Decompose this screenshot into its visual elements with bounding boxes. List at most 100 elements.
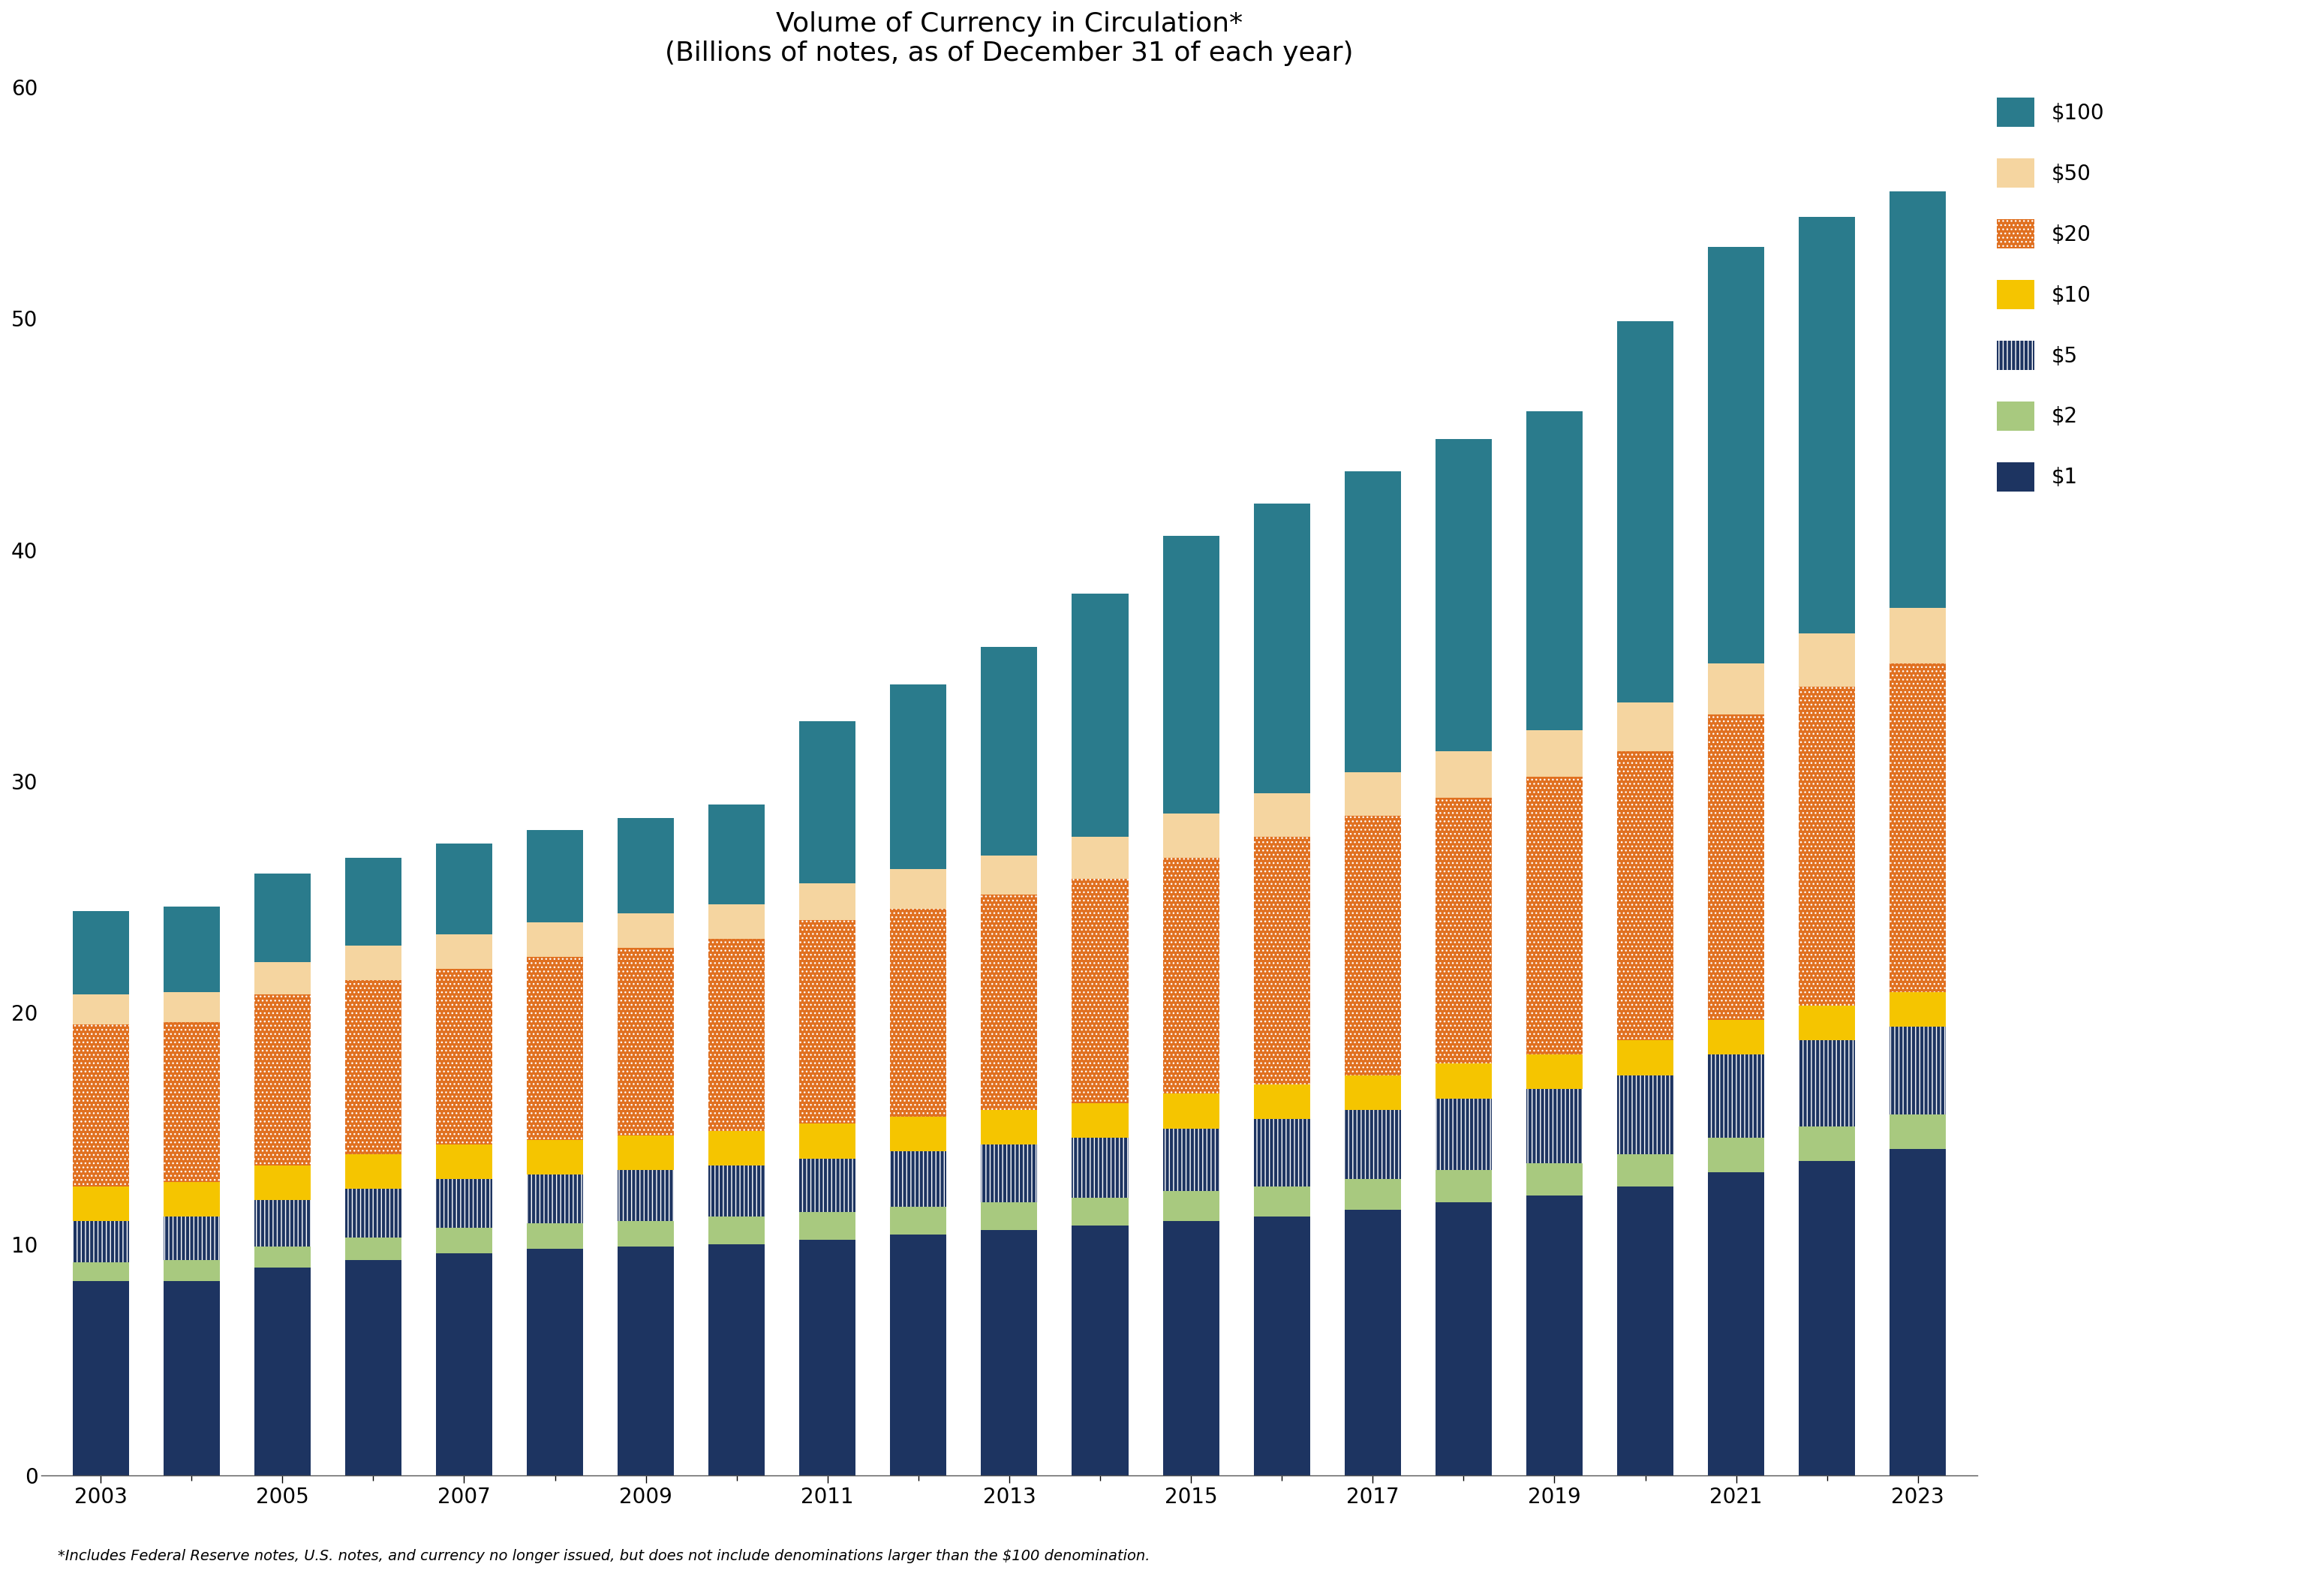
Bar [163,906,221,992]
Bar [1799,1161,1855,1476]
Bar [528,1223,583,1248]
Bar [1889,992,1945,1027]
Bar [1162,1093,1220,1128]
Bar [1346,1209,1401,1476]
Bar [890,1152,946,1207]
Bar [1708,1054,1764,1137]
Bar [618,948,674,1136]
Bar [437,1179,493,1228]
Bar [1799,217,1855,633]
Bar [253,1166,311,1201]
Bar [528,831,583,922]
Bar [1436,1098,1492,1171]
Bar [1071,878,1127,1103]
Bar [1162,857,1220,1093]
Bar [1071,1137,1127,1198]
Bar [1071,878,1127,1103]
Bar [981,1145,1037,1202]
Bar [709,1131,765,1166]
Bar [1162,813,1220,857]
Bar [253,1201,311,1247]
Bar [709,938,765,1131]
Bar [163,992,221,1022]
Bar [1253,1118,1311,1186]
Bar [163,1281,221,1476]
Bar [163,1022,221,1182]
Bar [618,1221,674,1247]
Bar [1071,593,1127,837]
Bar [1708,713,1764,1020]
Bar [528,1175,583,1223]
Bar [1708,663,1764,713]
Bar [253,962,311,993]
Bar [1253,1118,1311,1186]
Bar [1527,1054,1583,1088]
Bar [1436,797,1492,1063]
Bar [1799,1041,1855,1126]
Bar [799,721,855,883]
Bar [1527,777,1583,1054]
Bar [1708,1172,1764,1476]
Bar [981,895,1037,1111]
Bar [253,1247,311,1267]
Bar [344,1261,402,1476]
Bar [799,1212,855,1239]
Bar [1436,1098,1492,1171]
Bar [1527,1163,1583,1196]
Bar [1618,702,1673,751]
Bar [528,1248,583,1476]
Bar [163,1217,221,1261]
Bar [981,1145,1037,1202]
Bar [163,1217,221,1261]
Bar [1618,751,1673,1041]
Bar [1253,793,1311,837]
Bar [253,873,311,962]
Bar [1799,687,1855,1006]
Bar [1527,777,1583,1054]
Bar [437,968,493,1145]
Bar [1436,1171,1492,1202]
Bar [799,921,855,1123]
Bar [72,911,128,993]
Bar [1253,1186,1311,1217]
Bar [528,1175,583,1223]
Bar [1436,1202,1492,1476]
Bar [1253,837,1311,1084]
Bar [709,938,765,1131]
Bar [437,1253,493,1476]
Bar [1618,321,1673,702]
Bar [1799,1126,1855,1161]
Bar [1889,1149,1945,1476]
Bar [1889,1027,1945,1115]
Bar [981,1202,1037,1231]
Bar [1071,1103,1127,1137]
Bar [709,903,765,938]
Bar [1071,1226,1127,1476]
Bar [709,1166,765,1217]
Bar [709,1217,765,1243]
Bar [1253,837,1311,1084]
Bar [437,1179,493,1228]
Bar [1436,1063,1492,1098]
Bar [1708,1054,1764,1137]
Bar [890,908,946,1117]
Bar [1799,1006,1855,1041]
Title: Volume of Currency in Circulation*
(Billions of notes, as of December 31 of each: Volume of Currency in Circulation* (Bill… [665,11,1353,66]
Bar [799,1239,855,1476]
Bar [1527,1088,1583,1163]
Bar [890,908,946,1117]
Bar [344,1153,402,1188]
Bar [1889,663,1945,992]
Bar [344,981,402,1153]
Bar [344,1237,402,1261]
Bar [890,869,946,908]
Bar [344,946,402,981]
Bar [618,818,674,913]
Bar [1162,536,1220,813]
Bar [1527,731,1583,777]
Bar [1889,1115,1945,1149]
Bar [72,1221,128,1262]
Bar [437,1145,493,1179]
Bar [1527,1088,1583,1163]
Bar [437,1228,493,1253]
